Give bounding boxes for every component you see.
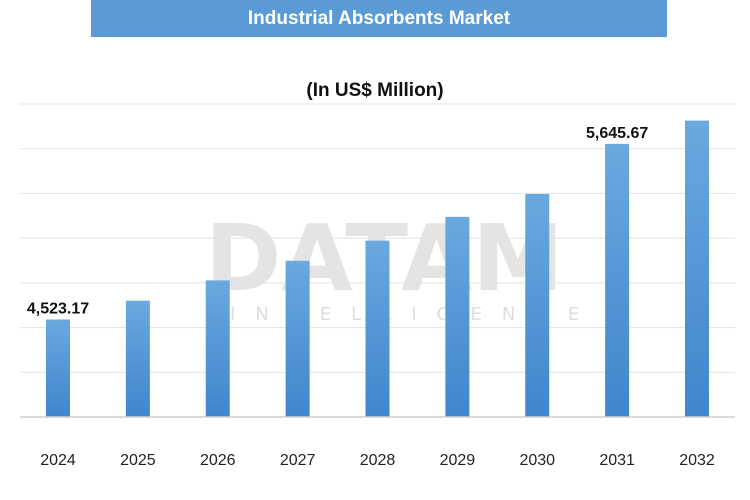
x-tick-label: 2030 [519,452,555,469]
bar-2025 [125,300,150,417]
data-label-2031: 5,645.67 [586,125,648,142]
svg-text:INTELLIGENCE: INTELLIGENCE [230,304,599,325]
bars [46,120,709,418]
x-tick-label: 2024 [40,452,76,469]
x-tick-label: 2028 [360,452,396,469]
x-tick-label: 2026 [200,452,236,469]
bar-2024 [46,319,70,417]
x-tick-label: 2027 [280,452,316,469]
chart-title: Industrial Absorbents Market [91,0,667,37]
bar-2032 [685,120,709,418]
bar-2030 [525,193,550,417]
bar-2029 [445,216,470,417]
x-tick-labels: 2024 2025 2026 2027 2028 2029 2030 2031 2032 [40,452,715,469]
bar-2027 [285,260,310,417]
bar-2026 [205,280,230,417]
chart-subtitle: (In US$ Million) [306,80,443,101]
data-labels: 4,523.17 5,645.67 [27,125,649,318]
x-tick-label: 2032 [679,452,715,469]
bar-2028 [365,240,390,417]
x-tick-label: 2025 [120,452,156,469]
data-label-2024: 4,523.17 [27,300,89,317]
bar-2031 [605,143,630,417]
x-tick-label: 2029 [440,452,476,469]
x-tick-label: 2031 [599,452,635,469]
